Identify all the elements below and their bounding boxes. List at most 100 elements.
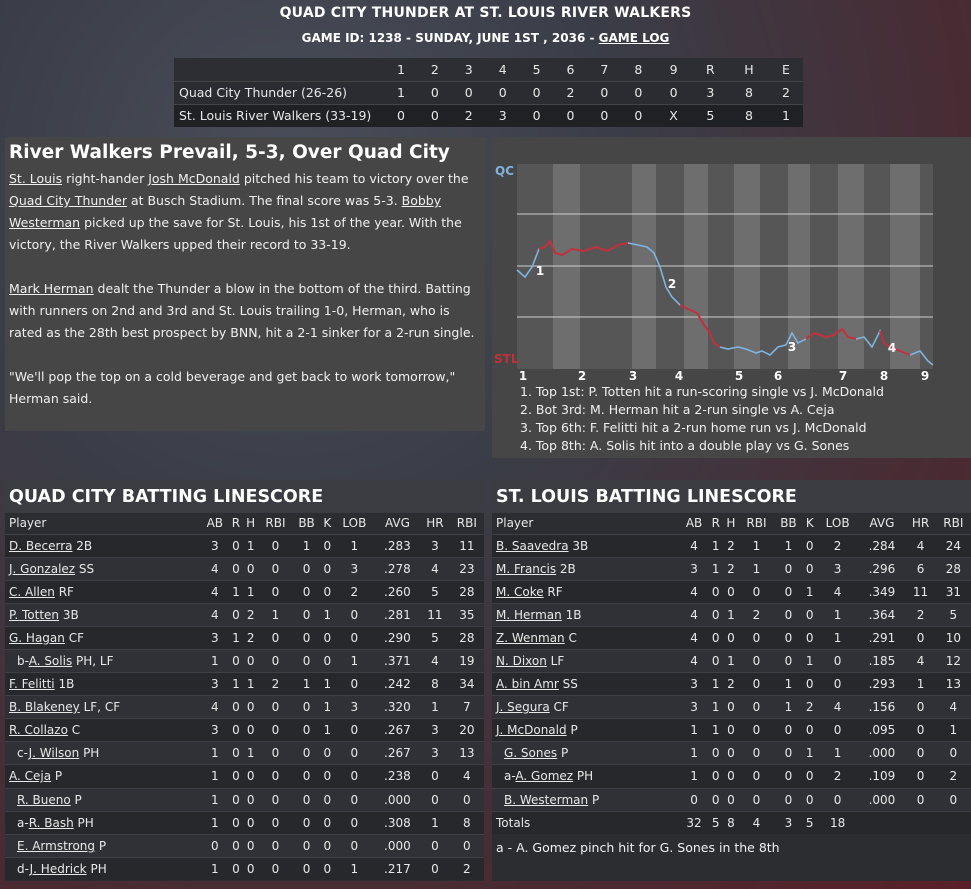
stat-cell: .267 [374, 718, 421, 742]
player-name-link[interactable]: B. Blakeney [9, 700, 80, 715]
stat-cell: 2 [738, 602, 775, 627]
player-name-link[interactable]: A. Ceja [9, 769, 52, 784]
game-log-link[interactable]: GAME LOG [598, 31, 670, 45]
stat-cell: 1 [774, 533, 803, 558]
batting-row: B. Westerman P 0 0 0 0 0 0 0.000 0 0 [492, 787, 971, 812]
batting-row: F. Felitti 1B 3 1 1 2 1 1 0.242 8 34 [5, 672, 484, 696]
player-name-link[interactable]: J. Gonzalez [9, 561, 76, 576]
stl-batting-header-row: Player AB R H RBI BB K LOB AVG HR RBI [492, 513, 971, 534]
stat-cell: 0 [738, 718, 775, 742]
stat-cell: 19 [449, 648, 484, 673]
story-paragraph-3: "We'll pop the top on a cold beverage an… [9, 369, 456, 406]
stat-cell: 0 [708, 741, 724, 765]
player-name-link[interactable]: G. Hagan [9, 630, 65, 645]
batting-col-header: RBI [258, 513, 293, 534]
player-cell: N. Dixon LF [492, 648, 680, 673]
player-name-link[interactable]: E. Armstrong [17, 838, 96, 853]
stat-cell: 1 [200, 810, 229, 835]
totals-cell: 5 [708, 810, 724, 835]
batting-row: M. Coke RF 4 0 0 0 0 1 4.349 11 31 [492, 579, 971, 604]
stat-cell: 0 [258, 764, 293, 789]
stat-cell: 0 [723, 741, 739, 765]
stat-cell: 0 [708, 602, 724, 627]
player-name-link[interactable]: J. Wilson [28, 746, 80, 761]
player-name-link[interactable]: A. bin Amr [496, 677, 559, 692]
stat-cell: 3 [420, 741, 450, 765]
linescore-col-header: 3 [464, 61, 473, 77]
batting-row: M. Francis 2B 3 1 2 1 0 0 3.296 6 28 [492, 556, 971, 581]
stat-cell: 1 [905, 672, 936, 696]
stat-cell: .000 [858, 741, 906, 765]
player-name-link[interactable]: R. Bueno [17, 792, 71, 807]
stat-cell: 2 [905, 602, 936, 627]
player-name-link[interactable]: M. Francis [496, 561, 557, 576]
stat-cell: 0 [816, 648, 859, 673]
linescore-cell: 2 [782, 85, 790, 100]
stat-cell: 0 [774, 579, 803, 604]
key-play-marker: 3 [788, 340, 796, 354]
stat-cell: .000 [374, 787, 421, 812]
story-link[interactable]: Josh McDonald [148, 171, 240, 186]
stat-cell: 0 [228, 556, 243, 581]
player-name-link[interactable]: B. Westerman [504, 792, 589, 807]
stat-cell: 8 [449, 810, 484, 835]
stat-cell: 0 [258, 833, 293, 858]
stat-cell: 0 [774, 648, 803, 673]
player-name-link[interactable]: R. Bash [28, 815, 74, 830]
player-name-link[interactable]: A. Gomez [515, 769, 574, 784]
story-link[interactable]: Quad City Thunder [9, 193, 127, 208]
story-link[interactable]: St. Louis [9, 171, 63, 186]
story-link[interactable]: Mark Herman [9, 281, 94, 296]
player-name-link[interactable]: M. Coke [496, 584, 544, 599]
player-name-link[interactable]: F. Felitti [9, 677, 55, 692]
player-name-link[interactable]: J. Hedrick [29, 862, 87, 877]
player-name-link[interactable]: D. Becerra [9, 538, 73, 553]
stat-cell: 1 [320, 718, 334, 742]
linescore-cell: 1 [782, 108, 790, 124]
player-name-link[interactable]: B. Saavedra [496, 538, 569, 553]
player-name-link[interactable]: G. Sones [504, 746, 558, 761]
stat-cell: 0 [333, 625, 375, 650]
player-cell: B. Blakeney LF, CF [5, 695, 201, 719]
player-name-link[interactable]: J. Segura [496, 700, 550, 715]
inning-axis-label: 6 [774, 369, 782, 382]
stat-cell: 1 [228, 625, 243, 650]
player-name-link[interactable]: J. McDonald [496, 723, 567, 738]
player-cell: c-J. Wilson PH [5, 741, 201, 765]
stat-cell: 0 [200, 833, 229, 858]
stat-cell: 0 [723, 579, 739, 604]
stl-axis-label: STL [494, 352, 519, 366]
batting-col-header: RBI [935, 513, 971, 534]
stat-cell: 0 [292, 741, 321, 765]
linescore-cell: 0 [430, 108, 439, 124]
player-name-link[interactable]: M. Herman [496, 607, 562, 622]
linescore-team-row: St. Louis River Walkers (33-19) 0 0 2 3 0 0 0 0 X… [174, 104, 803, 127]
player-name-link[interactable]: Z. Wenman [496, 630, 565, 645]
stat-cell: 0 [905, 787, 936, 812]
stat-cell: 0 [708, 787, 724, 812]
stat-cell: 0 [333, 787, 375, 812]
stat-cell: 3 [200, 672, 229, 696]
stat-cell: 0 [738, 741, 775, 765]
player-name-link[interactable]: N. Dixon [496, 654, 547, 669]
inning-axis-label: 9 [921, 369, 929, 382]
stat-cell: 0 [292, 579, 321, 604]
linescore-cell: 8 [744, 108, 753, 124]
batting-col-header: LOB [333, 513, 375, 534]
stat-cell: 0 [228, 856, 243, 881]
linescore-cell: 0 [669, 85, 678, 100]
totals-cell: 5 [802, 810, 817, 835]
stat-cell: 4 [449, 764, 484, 789]
stat-cell: 3 [679, 556, 709, 581]
player-name-link[interactable]: A. Solis [28, 654, 73, 669]
player-cell: F. Felitti 1B [5, 672, 201, 696]
player-name-link[interactable]: C. Allen [9, 584, 55, 599]
story-link[interactable]: Bobby Westerman [9, 193, 442, 230]
stat-cell: 8 [420, 672, 450, 696]
batting-row: M. Herman 1B 4 0 1 2 0 0 1.364 2 5 [492, 602, 971, 627]
key-play-note: 3. Top 6th: F. Felitti hit a 2-run home … [520, 420, 867, 435]
player-name-link[interactable]: P. Totten [9, 607, 60, 622]
inning-axis-label: 5 [735, 369, 743, 382]
player-name-link[interactable]: R. Collazo [9, 723, 68, 738]
stat-cell: 1 [738, 533, 775, 558]
